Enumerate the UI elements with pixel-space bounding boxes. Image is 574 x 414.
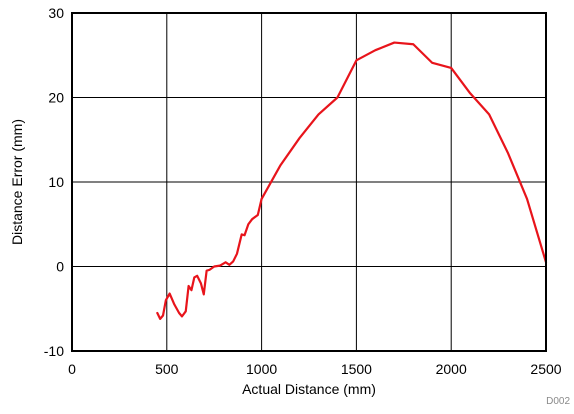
- x-tick-label: 1500: [341, 361, 372, 377]
- y-tick-label: 10: [48, 174, 64, 190]
- x-axis-title: Actual Distance (mm): [242, 381, 376, 397]
- y-tick-labels: -10 0 10 20 30: [44, 5, 64, 359]
- y-axis-title: Distance Error (mm): [9, 119, 25, 245]
- x-tick-labels: 0 500 1000 1500 2000 2500: [68, 361, 562, 377]
- series-line-0: [156, 41, 548, 320]
- y-tick-label: 20: [48, 90, 64, 106]
- x-tick-label: 0: [68, 361, 76, 377]
- x-tick-label: 1000: [246, 361, 277, 377]
- y-tick-label: -10: [44, 343, 64, 359]
- plot-frame: [71, 12, 547, 352]
- figure-id: D002: [546, 396, 570, 407]
- x-tick-label: 2000: [436, 361, 467, 377]
- y-tick-label: 30: [48, 5, 64, 21]
- series-layer: [156, 41, 548, 320]
- x-tick-label: 500: [155, 361, 179, 377]
- grid-lines: [72, 13, 546, 351]
- y-tick-label: 0: [56, 259, 64, 275]
- x-tick-label: 2500: [530, 361, 561, 377]
